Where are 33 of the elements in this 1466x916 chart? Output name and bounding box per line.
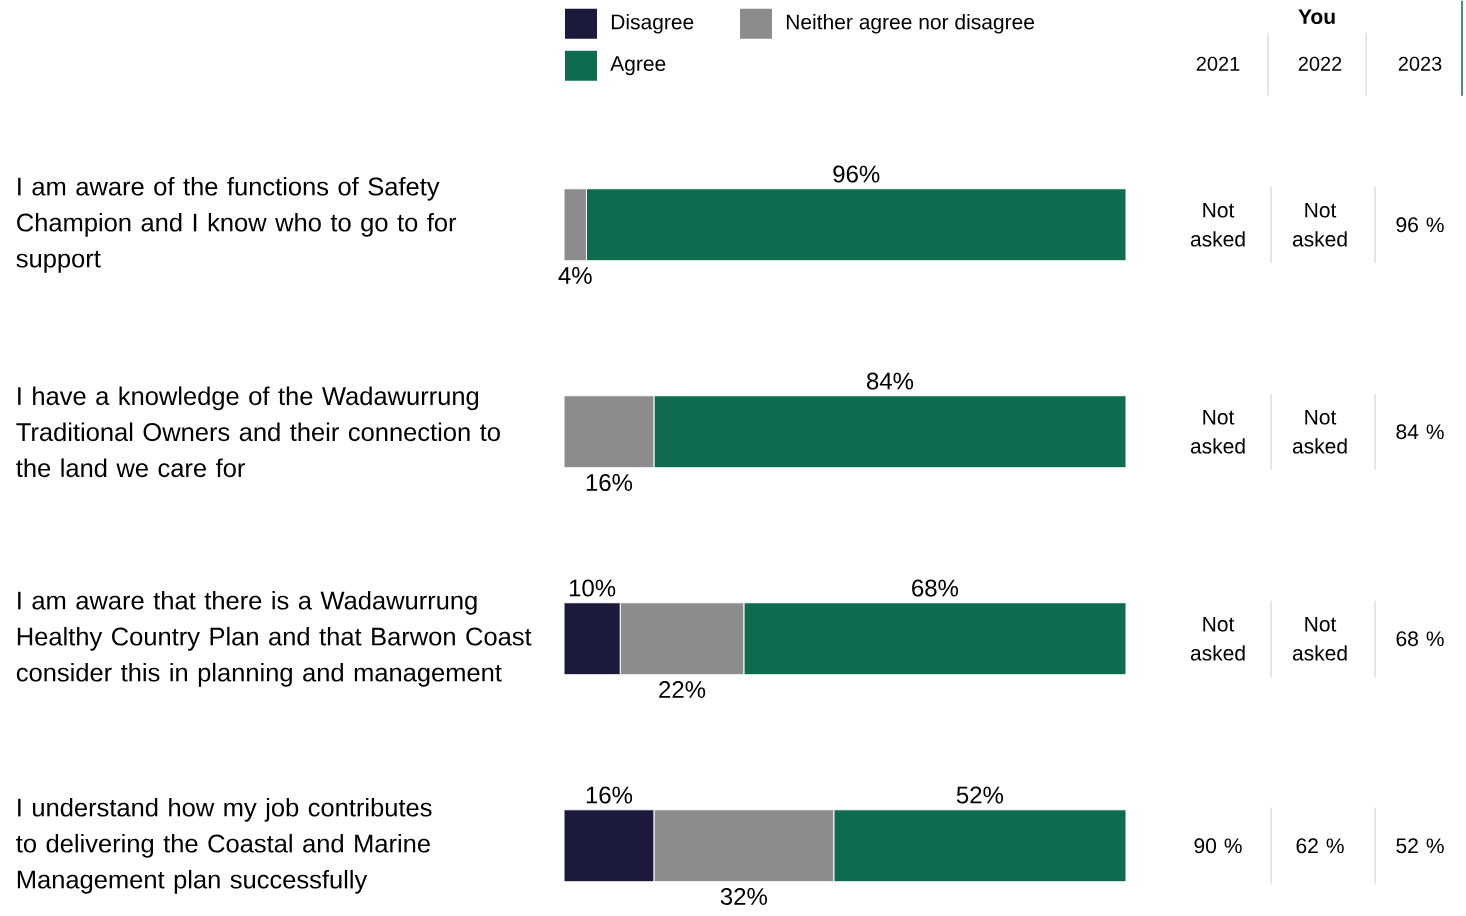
data-label: 10% [569, 579, 616, 597]
legend-label: Agree [610, 56, 666, 76]
text: Not asked [1292, 617, 1347, 661]
text: 96 % [1396, 217, 1444, 233]
text: Not asked [1292, 203, 1347, 247]
text: Not asked [1292, 410, 1347, 454]
data-label: 32% [720, 888, 767, 906]
category-label: 2023 [1398, 56, 1442, 71]
legend-label: Neither agree nor disagree [786, 14, 1035, 34]
text: You [1298, 9, 1335, 25]
text: 62 % [1296, 838, 1344, 854]
category-label: 2022 [1298, 56, 1342, 71]
y-tick-label: I am aware of the functions of Safety Champion and I know who to go to for support [16, 177, 457, 273]
y-tick-label: I have a knowledge of the Wadawurrung Traditional Owners and their connection to the land we care for [16, 386, 500, 478]
y-tick-label: I understand how my job contributes to delivering the Coastal and Marine Management plan successfully [16, 798, 432, 894]
data-label: 68% [912, 579, 959, 597]
text: 52 % [1396, 838, 1444, 854]
data-label: 16% [586, 786, 633, 804]
legend-label: Disagree [611, 14, 694, 34]
text: Not asked [1190, 203, 1245, 247]
data-label: 96% [833, 165, 880, 183]
text: Not asked [1190, 410, 1245, 454]
data-label: 52% [956, 786, 1004, 804]
data-label: 22% [659, 681, 706, 699]
text: 68 % [1396, 631, 1444, 647]
y-tick-label: I am aware that there is a Wadawurrung Healthy Country Plan and that Barwon Coast consider this in planning and management [16, 591, 532, 687]
data-label: 16% [586, 474, 633, 492]
text: 90 % [1194, 838, 1242, 854]
data-label: 4% [558, 267, 592, 284]
category-label: 2021 [1196, 56, 1240, 71]
text: 84 % [1396, 424, 1444, 440]
data-label: 84% [866, 372, 914, 390]
text: Not asked [1190, 617, 1245, 661]
